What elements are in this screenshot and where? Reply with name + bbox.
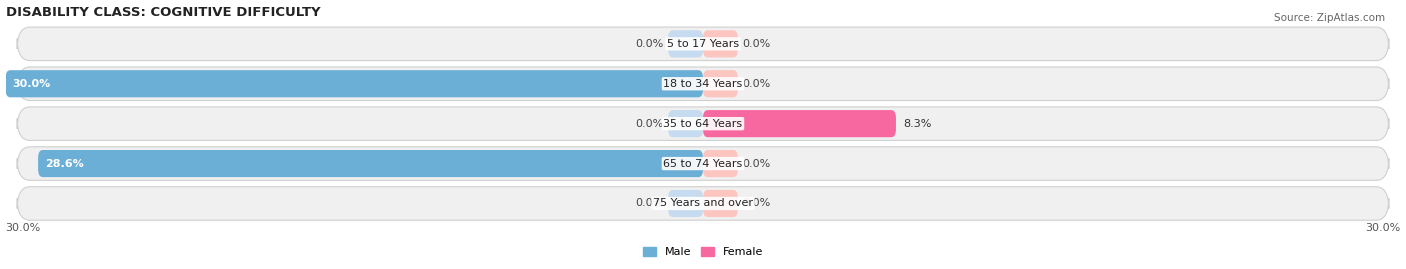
FancyBboxPatch shape — [17, 107, 1389, 140]
FancyBboxPatch shape — [17, 67, 1389, 101]
Text: 0.0%: 0.0% — [636, 119, 664, 129]
Text: 0.0%: 0.0% — [636, 39, 664, 49]
FancyBboxPatch shape — [17, 147, 1389, 180]
Text: 30.0%: 30.0% — [13, 79, 51, 89]
Text: 28.6%: 28.6% — [45, 158, 84, 169]
FancyBboxPatch shape — [17, 187, 1389, 220]
Text: 65 to 74 Years: 65 to 74 Years — [664, 158, 742, 169]
FancyBboxPatch shape — [703, 70, 738, 97]
FancyBboxPatch shape — [668, 190, 703, 217]
Text: 75 Years and over: 75 Years and over — [652, 199, 754, 208]
Text: 0.0%: 0.0% — [636, 199, 664, 208]
FancyBboxPatch shape — [703, 150, 738, 177]
Text: 0.0%: 0.0% — [742, 39, 770, 49]
FancyBboxPatch shape — [17, 27, 1389, 61]
FancyBboxPatch shape — [6, 70, 703, 97]
Text: 0.0%: 0.0% — [742, 158, 770, 169]
FancyBboxPatch shape — [703, 110, 896, 137]
FancyBboxPatch shape — [703, 190, 738, 217]
FancyBboxPatch shape — [38, 150, 703, 177]
Text: 30.0%: 30.0% — [6, 224, 41, 233]
Legend: Male, Female: Male, Female — [638, 242, 768, 262]
Text: 8.3%: 8.3% — [903, 119, 931, 129]
Text: DISABILITY CLASS: COGNITIVE DIFFICULTY: DISABILITY CLASS: COGNITIVE DIFFICULTY — [6, 6, 321, 19]
FancyBboxPatch shape — [703, 30, 738, 57]
FancyBboxPatch shape — [668, 110, 703, 137]
Text: 18 to 34 Years: 18 to 34 Years — [664, 79, 742, 89]
Text: 0.0%: 0.0% — [742, 79, 770, 89]
Text: 5 to 17 Years: 5 to 17 Years — [666, 39, 740, 49]
FancyBboxPatch shape — [668, 30, 703, 57]
Text: 30.0%: 30.0% — [1365, 224, 1400, 233]
Text: Source: ZipAtlas.com: Source: ZipAtlas.com — [1274, 13, 1385, 23]
Text: 0.0%: 0.0% — [742, 199, 770, 208]
Text: 35 to 64 Years: 35 to 64 Years — [664, 119, 742, 129]
